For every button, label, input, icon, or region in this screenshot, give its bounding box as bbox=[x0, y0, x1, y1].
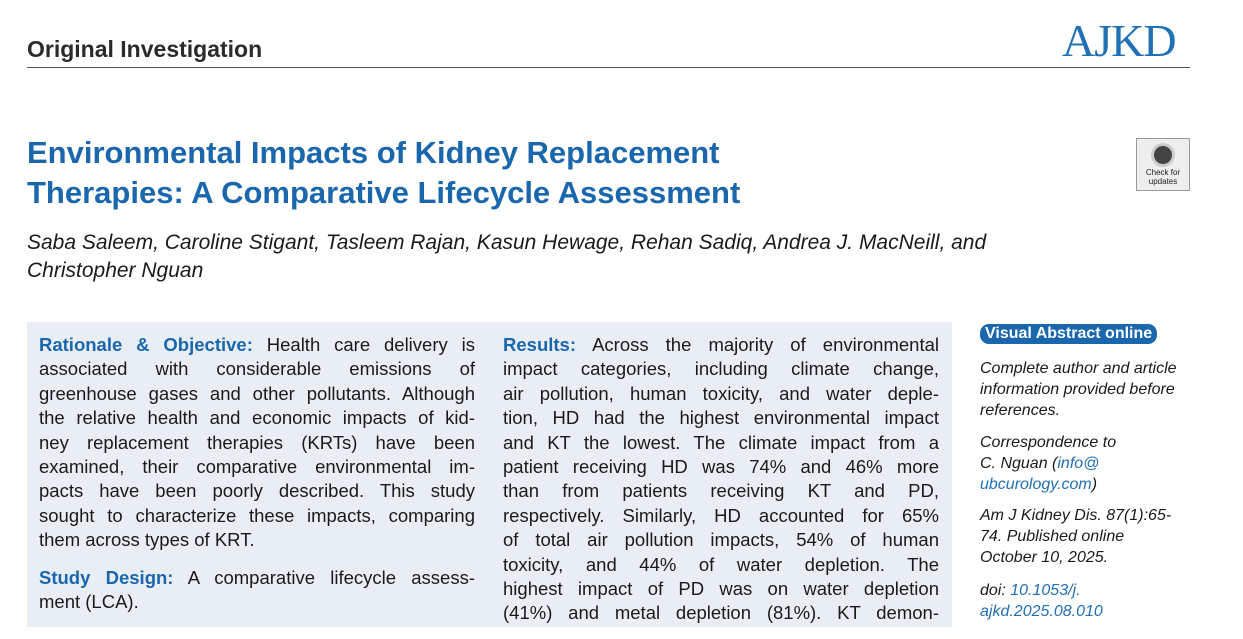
text-line: doi: 10.1053/j. bbox=[980, 580, 1200, 601]
section-label: Study Design: bbox=[39, 566, 174, 588]
citation: Am J Kidney Dis. 87(1):65- 74. Published… bbox=[980, 505, 1200, 568]
abstract-paragraph: Rationale & Objective: Health care deliv… bbox=[39, 333, 475, 553]
text: doi: bbox=[980, 582, 1006, 599]
abstract-column: Rationale & Objective: Health care deliv… bbox=[39, 333, 475, 627]
text-line: October 10, 2025. bbox=[980, 549, 1109, 566]
correspondence: Correspondence to C. Nguan (info@ ubcuro… bbox=[980, 432, 1200, 495]
authors-line: Saba Saleem, Caroline Stigant, Tasleem R… bbox=[27, 231, 987, 254]
text: ) bbox=[1091, 476, 1098, 493]
text-line: C. Nguan (info@ bbox=[980, 453, 1200, 474]
authors-line: Christopher Nguan bbox=[27, 259, 204, 282]
text-line: than from patients receiving KT and PD, bbox=[503, 480, 939, 502]
text-line: tion, HD had the highest environmental i… bbox=[503, 407, 939, 429]
text-line: highest impact of PD was on water deplet… bbox=[503, 578, 939, 600]
abstract-column: Results: Across the majority of environm… bbox=[503, 333, 939, 639]
email-link[interactable]: ubcurology.com bbox=[980, 476, 1092, 493]
text-line: air pollution, human toxicity, and water… bbox=[503, 382, 939, 404]
text-line: and KT the lowest. The climate impact fr… bbox=[503, 431, 939, 453]
doi-link[interactable]: 10.1053/j. bbox=[1010, 582, 1081, 599]
text-line: Correspondence to bbox=[980, 434, 1117, 451]
abstract-paragraph: Results: Across the majority of environm… bbox=[503, 333, 939, 626]
doi: doi: 10.1053/j. ajkd.2025.08.010 bbox=[980, 580, 1200, 622]
text-line: ajkd.2025.08.010 bbox=[980, 601, 1200, 622]
abstract-paragraph: Study Design: A comparative lifecycle as… bbox=[39, 566, 475, 615]
text-line: Rationale & Objective: Health care deliv… bbox=[39, 333, 475, 357]
text: A comparative lifecycle assess- bbox=[187, 566, 475, 588]
text-line: ubcurology.com) bbox=[980, 474, 1200, 495]
text-line: impact categories, including climate cha… bbox=[503, 358, 939, 380]
text-line: associated with considerable emissions o… bbox=[39, 358, 475, 380]
text-line: ney replacement therapies (KRTs) have be… bbox=[39, 431, 475, 453]
section-label: Original Investigation bbox=[27, 36, 263, 62]
text-line: examined, their comparative environmenta… bbox=[39, 456, 475, 478]
text-line: patient receiving HD was 74% and 46% mor… bbox=[503, 456, 939, 478]
header-rule bbox=[27, 67, 1190, 68]
text-line: Complete author and article bbox=[980, 360, 1177, 377]
text: Across the majority of environmental bbox=[592, 334, 939, 355]
text-line: the relative health and economic impacts… bbox=[39, 407, 475, 429]
crossmark-text: updates bbox=[1148, 177, 1178, 186]
journal-logo[interactable]: AJKD bbox=[1062, 15, 1177, 66]
crossmark-icon bbox=[1151, 143, 1175, 167]
text-line: toxicity, and 44% of water depletion. Th… bbox=[503, 553, 939, 575]
text-line: references. bbox=[980, 402, 1061, 419]
doi-link[interactable]: ajkd.2025.08.010 bbox=[980, 603, 1103, 620]
text-line: Results: Across the majority of environm… bbox=[503, 333, 939, 357]
text-line: 74. Published online bbox=[980, 528, 1125, 545]
text-line: greenhouse gases and other pollutants. A… bbox=[39, 382, 475, 404]
abstract-box bbox=[27, 322, 952, 627]
text-line: of total air pollution impacts, 54% of h… bbox=[503, 529, 939, 551]
text-line: respectively. Similarly, HD accounted fo… bbox=[503, 504, 939, 526]
text-line: Study Design: A comparative lifecycle as… bbox=[39, 566, 475, 590]
visual-abstract-button[interactable]: Visual Abstract online bbox=[980, 324, 1158, 344]
text-line: sought to characterize these impacts, co… bbox=[39, 504, 475, 526]
crossmark-text: Check for bbox=[1145, 168, 1181, 177]
text: C. Nguan ( bbox=[980, 455, 1058, 472]
crossmark[interactable]: Check for updates bbox=[1136, 138, 1190, 191]
title-line: Therapies: A Comparative Lifecycle Asses… bbox=[27, 175, 741, 210]
text-line: (41%) and metal depletion (81%). KT demo… bbox=[503, 602, 939, 624]
title-line: Environmental Impacts of Kidney Replacem… bbox=[27, 135, 720, 170]
text-line: ment (LCA). bbox=[39, 591, 139, 613]
text: Health care delivery is bbox=[266, 334, 475, 355]
info-note: Complete author and article information … bbox=[980, 358, 1200, 421]
text-line: them across types of KRT. bbox=[39, 529, 255, 551]
text-line: pacts have been poorly described. This s… bbox=[39, 480, 475, 502]
section-label: Results: bbox=[503, 334, 576, 355]
section-label: Rationale & Objective: bbox=[39, 334, 253, 355]
text-line: information provided before bbox=[980, 381, 1175, 398]
text-line: Am J Kidney Dis. 87(1):65- bbox=[980, 507, 1172, 524]
email-link[interactable]: info@ bbox=[1057, 455, 1100, 472]
